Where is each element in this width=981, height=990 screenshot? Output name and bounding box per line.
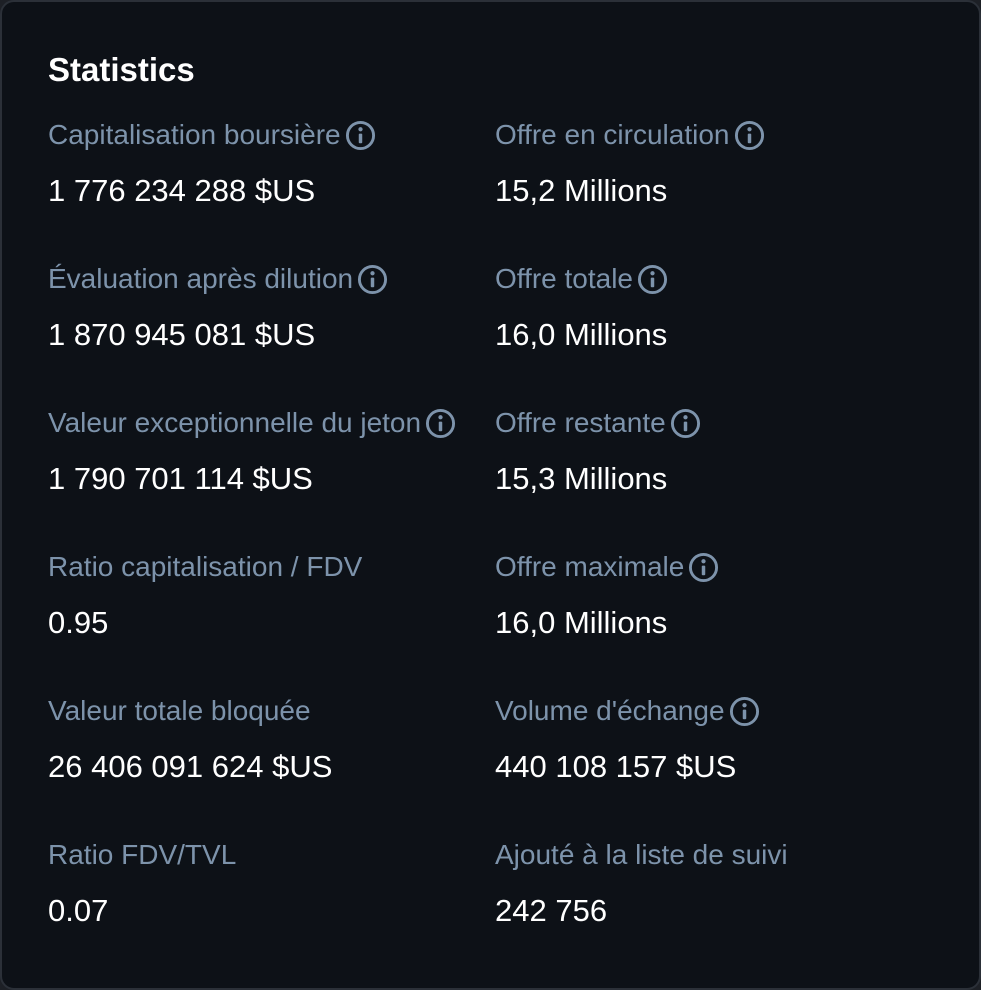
stat-label: Valeur exceptionnelle du jeton — [48, 407, 422, 438]
info-circle-icon[interactable] — [688, 552, 719, 583]
stat-value: 15,3 Millions — [495, 461, 668, 496]
stat-value: 440 108 157 $US — [495, 749, 737, 784]
stat-value: 242 756 — [495, 893, 608, 928]
stat-label: Volume d'échange — [495, 695, 725, 726]
info-circle-icon[interactable] — [425, 408, 456, 439]
info-circle-icon[interactable] — [729, 696, 760, 727]
stat-mcap-fdv-ratio: Ratio capitalisation / FDV 0.95 — [48, 547, 362, 643]
stat-remaining-supply: Offre restante 15,3 Millions — [495, 403, 701, 499]
stat-label: Ajouté à la liste de suivi — [495, 839, 788, 870]
stat-watchlist-count: Ajouté à la liste de suivi 242 756 — [495, 835, 788, 931]
stat-total-supply: Offre totale 16,0 Millions — [495, 259, 668, 355]
info-circle-icon[interactable] — [345, 120, 376, 151]
stat-total-value-locked: Valeur totale bloquée 26 406 091 624 $US — [48, 691, 332, 787]
stat-value: 0.07 — [48, 893, 109, 928]
stat-trading-volume: Volume d'échange 440 108 157 $US — [495, 691, 760, 787]
info-circle-icon[interactable] — [670, 408, 701, 439]
stat-token-value: Valeur exceptionnelle du jeton 1 790 701… — [48, 403, 456, 499]
stat-value: 16,0 Millions — [495, 317, 668, 352]
stat-label: Valeur totale bloquée — [48, 695, 311, 726]
stat-label: Ratio capitalisation / FDV — [48, 551, 363, 582]
stat-label: Offre totale — [495, 263, 634, 294]
stat-value: 1 790 701 114 $US — [48, 461, 313, 496]
stat-label: Ratio FDV/TVL — [48, 839, 237, 870]
stat-label: Capitalisation boursière — [48, 119, 341, 150]
stat-circulating-supply: Offre en circulation 15,2 Millions — [495, 115, 765, 211]
stat-value: 1 776 234 288 $US — [48, 173, 316, 208]
stat-value: 26 406 091 624 $US — [48, 749, 333, 784]
stat-value: 0.95 — [48, 605, 109, 640]
stat-value: 15,2 Millions — [495, 173, 668, 208]
stat-label: Offre en circulation — [495, 119, 730, 150]
info-circle-icon[interactable] — [637, 264, 668, 295]
stat-label: Évaluation après dilution — [48, 263, 354, 294]
info-circle-icon[interactable] — [734, 120, 765, 151]
stat-value: 16,0 Millions — [495, 605, 668, 640]
stat-market-cap: Capitalisation boursière 1 776 234 288 $… — [48, 115, 376, 211]
stat-label: Offre restante — [495, 407, 666, 438]
stat-fdv-tvl-ratio: Ratio FDV/TVL 0.07 — [48, 835, 236, 931]
info-circle-icon[interactable] — [357, 264, 388, 295]
section-title: Statistics — [48, 51, 195, 88]
stat-label: Offre maximale — [495, 551, 685, 582]
stat-value: 1 870 945 081 $US — [48, 317, 316, 352]
stat-max-supply: Offre maximale 16,0 Millions — [495, 547, 719, 643]
stat-fully-diluted-valuation: Évaluation après dilution 1 870 945 081 … — [48, 259, 388, 355]
